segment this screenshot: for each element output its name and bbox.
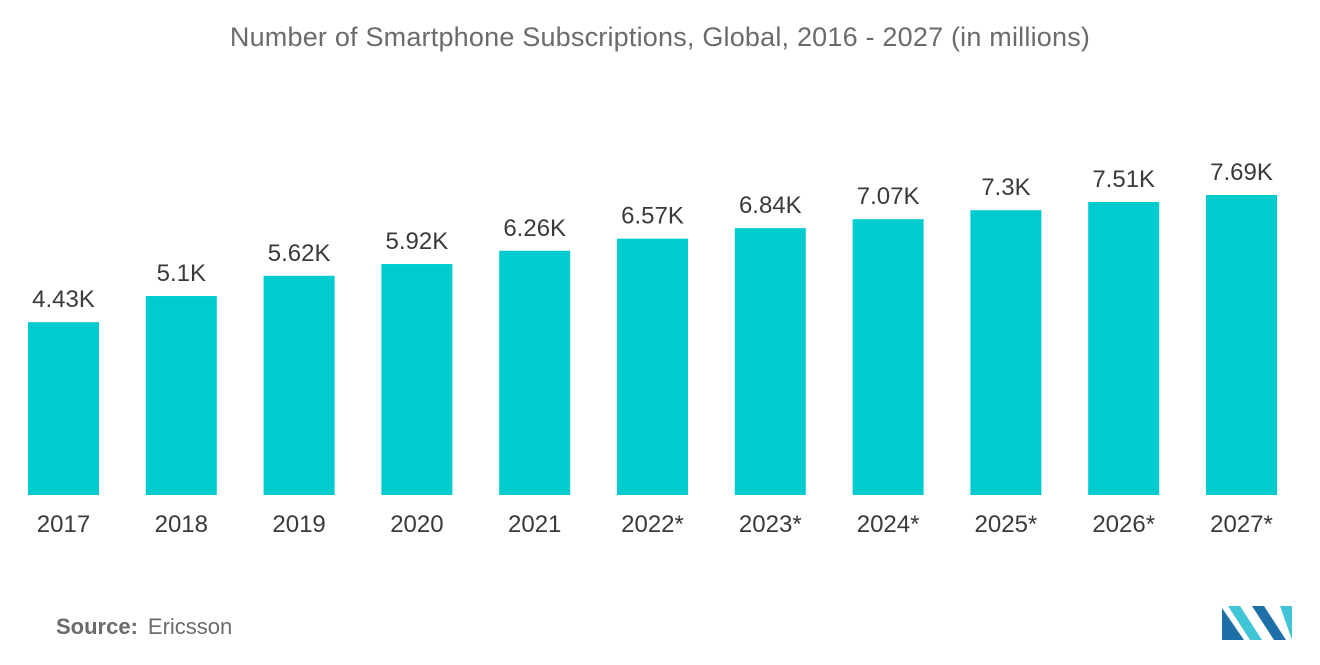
bar-2022: [617, 238, 688, 495]
bar-value-label: 6.57K: [621, 203, 684, 230]
source-value: Ericsson: [147, 614, 233, 639]
mordor-intelligence-logo-icon: [1222, 606, 1292, 640]
x-tick-label: 2022*: [621, 511, 684, 538]
bar-2017: [28, 322, 99, 495]
bar-chart: 4.43K 2017 5.1K 2018 5.62K 2019 5.92K 2020 6.26K…: [28, 159, 1277, 538]
x-tick-label: 2021: [508, 511, 561, 538]
bar-value-label: 6.26K: [503, 215, 566, 242]
bar-2021: [499, 250, 571, 495]
x-tick-label: 2026*: [1092, 511, 1155, 538]
bar-value-label: 5.62K: [268, 240, 331, 267]
x-tick-label: 2020: [390, 511, 443, 538]
bar-2023: [734, 228, 806, 495]
bar-2026: [1088, 202, 1160, 496]
source-label: Source:: [56, 614, 138, 639]
bar-2019: [263, 275, 335, 495]
bar-2018: [145, 296, 217, 495]
x-tick-label: 2017: [37, 511, 90, 538]
bar-value-label: 4.43K: [32, 286, 95, 313]
bar-value-label: 7.51K: [1092, 166, 1155, 193]
chart-title: Number of Smartphone Subscriptions, Glob…: [229, 22, 1091, 52]
x-tick-label: 2023*: [739, 511, 802, 538]
x-tick-label: 2027*: [1210, 511, 1273, 538]
bar-2020: [381, 264, 453, 495]
x-tick-label: 2025*: [975, 511, 1038, 538]
bar-value-label: 7.69K: [1210, 159, 1273, 186]
bar-value-label: 7.3K: [981, 174, 1030, 201]
bar-value-label: 6.84K: [739, 192, 802, 219]
bar-value-label: 5.92K: [386, 228, 449, 255]
bar-value-label: 5.1K: [157, 260, 206, 287]
bar-2027: [1206, 195, 1277, 495]
bar-2024: [852, 219, 924, 495]
x-tick-label: 2019: [272, 511, 325, 538]
x-tick-label: 2024*: [857, 511, 920, 538]
x-tick-label: 2018: [155, 511, 208, 538]
bar-2025: [970, 210, 1042, 495]
source-note: Source: Ericsson: [56, 614, 232, 640]
bar-value-label: 7.07K: [857, 183, 920, 210]
